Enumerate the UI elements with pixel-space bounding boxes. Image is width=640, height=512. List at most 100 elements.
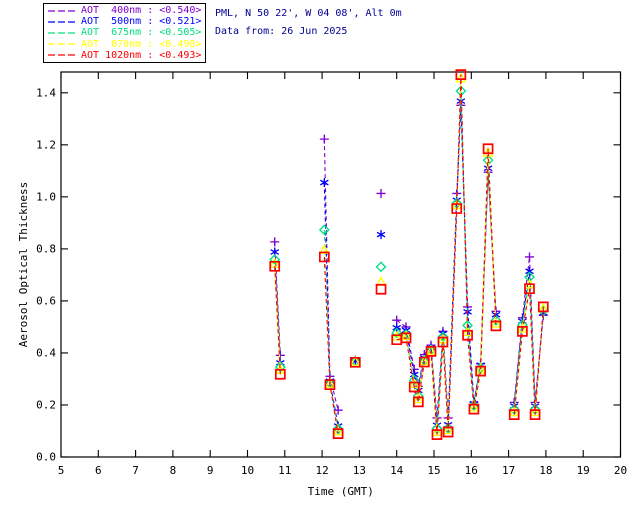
x-tick-label: 12 xyxy=(315,464,328,477)
marker-triangle-870nm xyxy=(332,425,344,436)
marker-plus-400nm xyxy=(392,315,402,325)
marker-square-1020nm xyxy=(425,346,437,357)
marker-diamond-675nm xyxy=(490,314,502,326)
marker-square-1020nm xyxy=(537,301,549,313)
legend-label-675nm: AOT 675nm : <0.505> xyxy=(81,27,202,39)
legend-item-400nm: AOT 400nm : <0.540> xyxy=(44,5,205,16)
marker-square-1020nm xyxy=(517,326,528,337)
legend-dash-sample-500nm xyxy=(48,21,78,23)
x-tick-label: 5 xyxy=(58,464,65,477)
x-tick-label: 11 xyxy=(278,464,291,477)
station-title: PML, N 50 22', W 04 08', Alt 0m xyxy=(215,8,402,19)
marker-plus-400nm xyxy=(376,188,386,198)
legend: AOT 400nm : <0.540> AOT 500nm : <0.521> AO… xyxy=(43,3,206,63)
legend-label-1020nm: AOT 1020nm : <0.493> xyxy=(81,49,202,61)
marker-square-1020nm xyxy=(349,356,361,368)
marker-square-1020nm xyxy=(391,334,403,346)
legend-item-1020nm: AOT 1020nm : <0.493> xyxy=(44,50,205,61)
marker-triangle-870nm xyxy=(529,406,541,417)
data-series xyxy=(269,69,549,440)
series-line-870nm xyxy=(323,249,339,432)
marker-square-1020nm xyxy=(451,203,463,214)
marker-triangle-870nm xyxy=(516,322,528,333)
series-line-400nm xyxy=(513,256,544,403)
marker-asterisk-500nm xyxy=(320,178,329,188)
y-tick-label: 0.8 xyxy=(36,242,56,255)
marker-square-1020nm xyxy=(455,69,467,80)
series-line-1020nm xyxy=(396,74,497,435)
y-axis: 0.0 0.2 0.4 0.6 0.8 1.0 1.2 1.4 xyxy=(36,86,621,464)
legend-label-870nm: AOT 870nm : <0.498> xyxy=(81,38,202,50)
marker-asterisk-500nm xyxy=(376,230,386,240)
marker-square-1020nm xyxy=(468,403,480,415)
y-axis-label: Aerosol Optical Thickness xyxy=(17,182,30,348)
marker-asterisk-500nm xyxy=(525,266,534,276)
marker-square-1020nm xyxy=(400,332,412,344)
x-tick-label: 6 xyxy=(95,464,102,477)
legend-label-400nm: AOT 400nm : <0.540> xyxy=(81,5,202,17)
marker-square-1020nm xyxy=(442,426,454,438)
marker-square-1020nm xyxy=(375,283,387,295)
marker-square-1020nm xyxy=(408,381,420,393)
marker-square-1020nm xyxy=(437,336,449,348)
x-tick-label: 7 xyxy=(132,464,139,477)
marker-diamond-675nm xyxy=(375,261,387,273)
series-400nm xyxy=(270,100,548,423)
marker-triangle-870nm xyxy=(490,317,502,328)
marker-triangle-870nm xyxy=(508,406,520,417)
y-tick-label: 0.0 xyxy=(36,451,56,464)
marker-diamond-675nm xyxy=(391,327,403,339)
marker-triangle-870nm xyxy=(468,401,480,412)
legend-label-500nm: AOT 500nm : <0.521> xyxy=(81,16,202,28)
plot-frame xyxy=(60,71,622,458)
marker-triangle-870nm xyxy=(431,426,443,437)
legend-dash-sample-675nm xyxy=(48,32,78,34)
x-tick-label: 8 xyxy=(170,464,177,477)
x-tick-label: 16 xyxy=(465,464,478,477)
y-tick-label: 1.2 xyxy=(36,138,56,151)
y-tick-label: 0.4 xyxy=(36,346,56,359)
marker-square-1020nm xyxy=(482,143,494,155)
marker-square-1020nm xyxy=(318,251,330,263)
y-tick-label: 1.4 xyxy=(36,86,56,99)
x-tick-label: 18 xyxy=(539,464,552,477)
marker-triangle-870nm xyxy=(324,378,336,388)
marker-plus-400nm xyxy=(333,405,343,415)
y-tick-label: 1.0 xyxy=(36,190,56,203)
marker-square-1020nm xyxy=(274,368,286,380)
marker-square-1020nm xyxy=(412,396,424,408)
x-tick-label: 17 xyxy=(502,464,515,477)
marker-plus-400nm xyxy=(270,237,280,247)
marker-square-1020nm xyxy=(462,329,473,341)
legend-item-675nm: AOT 675nm : <0.505> xyxy=(44,27,205,38)
legend-dash-sample-870nm xyxy=(48,43,78,45)
legend-item-870nm: AOT 870nm : <0.498> xyxy=(44,39,205,50)
marker-triangle-870nm xyxy=(412,393,424,404)
marker-square-1020nm xyxy=(508,409,520,420)
x-tick-label: 14 xyxy=(390,464,404,477)
marker-diamond-675nm xyxy=(524,271,535,283)
marker-triangle-870nm xyxy=(349,355,361,366)
marker-square-1020nm xyxy=(490,320,502,332)
y-tick-label: 0.2 xyxy=(36,398,56,411)
marker-square-1020nm xyxy=(418,356,430,368)
series-1020nm xyxy=(269,69,549,440)
series-line-1020nm xyxy=(513,288,544,415)
marker-square-1020nm xyxy=(431,429,443,440)
x-tick-label: 20 xyxy=(614,464,627,477)
marker-triangle-870nm xyxy=(442,424,454,435)
series-870nm xyxy=(269,72,549,437)
x-tick-label: 9 xyxy=(207,464,214,477)
x-tick-label: 10 xyxy=(241,464,254,477)
marker-square-1020nm xyxy=(529,409,541,420)
series-line-675nm xyxy=(513,276,544,410)
x-axis-label: Time (GMT) xyxy=(308,485,374,498)
series-675nm xyxy=(269,85,549,435)
y-tick-label: 0.6 xyxy=(36,294,56,307)
marker-diamond-675nm xyxy=(318,224,330,236)
series-line-1020nm xyxy=(323,256,339,434)
marker-square-1020nm xyxy=(332,428,344,439)
marker-plus-400nm xyxy=(319,134,329,144)
legend-dash-sample-1020nm xyxy=(48,54,78,56)
